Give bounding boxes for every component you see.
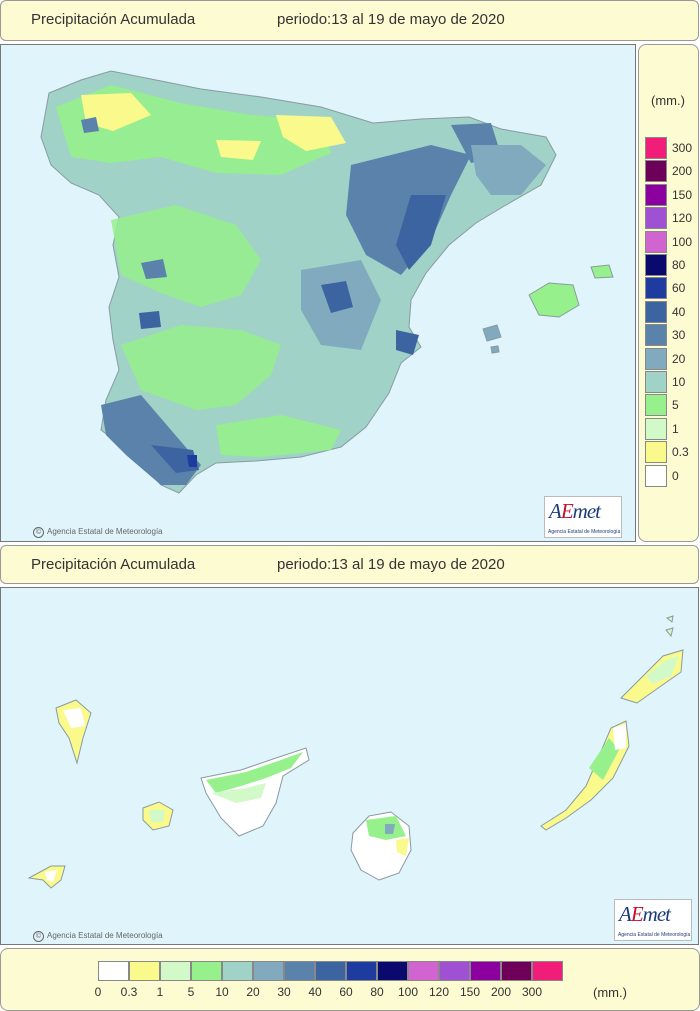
aemet-logo-wordmark: AEmet: [549, 499, 601, 523]
legend-label: 300: [672, 141, 693, 155]
legend-swatch: [645, 464, 667, 487]
legend-label: 120: [428, 985, 450, 999]
legend-label: 30: [277, 985, 291, 999]
vertical-legend: (mm.) 0 0.3 1 5 10 20 30 40 60 80 100 120 150 200 300: [638, 44, 699, 542]
legend-label: 0.3: [672, 445, 689, 460]
legend-label: 10: [672, 375, 686, 389]
legend-label: 0: [94, 985, 102, 999]
legend-label: 5: [672, 398, 679, 413]
legend-swatch: [645, 137, 667, 159]
legend-label: 80: [370, 985, 384, 999]
legend-label: 30: [672, 328, 686, 343]
legend-swatch: [645, 347, 667, 370]
peninsula-map-graphic: [40, 70, 614, 494]
legend-swatch: [98, 961, 129, 981]
vertical-legend-unit: (mm.): [651, 93, 685, 108]
canary-islands-map: © Agencia Estatal de Meteorología AEmet A…: [0, 587, 699, 945]
legend-swatch: [408, 961, 439, 981]
canary-islands-map-graphic: [27, 615, 684, 889]
legend-label: 20: [246, 985, 260, 999]
legend-swatch: [645, 394, 667, 417]
top-map-period: periodo:13 al 19 de mayo de 2020: [277, 11, 505, 28]
legend-label: 0: [672, 468, 679, 483]
legend-swatch: [532, 961, 563, 981]
legend-swatch: [645, 441, 667, 464]
legend-label: 200: [490, 985, 512, 999]
legend-label: 100: [672, 234, 693, 249]
legend-label: 40: [672, 304, 686, 319]
legend-label: 40: [308, 985, 322, 999]
legend-swatch: [645, 324, 667, 347]
legend-swatch: [470, 961, 501, 981]
legend-label: 5: [187, 985, 195, 999]
legend-swatch: [645, 160, 667, 183]
aemet-logo-bottom: AEmet Agencia Estatal de Meteorología: [614, 899, 692, 941]
bottom-map-title: Precipitación Acumulada: [31, 556, 196, 573]
legend-swatch: [645, 207, 667, 230]
top-title-bar: Precipitación Acumulada periodo:13 al 19…: [0, 0, 699, 41]
legend-swatch: [645, 230, 667, 253]
legend-swatch: [222, 961, 253, 981]
legend-swatch: [501, 961, 532, 981]
legend-label: 10: [215, 985, 229, 999]
legend-swatch: [129, 961, 160, 981]
legend-label: 300: [521, 985, 543, 999]
legend-swatch: [645, 300, 667, 323]
legend-swatch: [315, 961, 346, 981]
mallorca: [528, 282, 580, 318]
legend-swatch: [645, 371, 667, 393]
legend-swatch: [284, 961, 315, 981]
legend-label: 200: [672, 164, 693, 179]
bottom-map-period: periodo:13 al 19 de mayo de 2020: [277, 556, 505, 573]
legend-swatch: [439, 961, 470, 981]
legend-swatch: [191, 961, 222, 981]
legend-swatch: [645, 277, 667, 300]
legend-label: 60: [672, 281, 686, 296]
menorca: [590, 264, 614, 279]
legend-label: 120: [672, 211, 693, 226]
ibiza: [482, 324, 502, 342]
peninsula-map: © Agencia Estatal de Meteorología AEmet A…: [0, 44, 636, 542]
legend-swatch: [253, 961, 284, 981]
horizontal-legend-unit: (mm.): [593, 985, 627, 1000]
bottom-title-bar: Precipitación Acumulada periodo:13 al 19…: [0, 545, 699, 584]
top-map-title: Precipitación Acumulada: [31, 11, 196, 28]
legend-label: 150: [672, 187, 693, 202]
legend-swatch: [377, 961, 408, 981]
aemet-logo-wordmark: AEmet: [619, 902, 671, 926]
legend-swatch: [160, 961, 191, 981]
legend-label: 1: [156, 985, 164, 999]
legend-label: 80: [672, 258, 686, 272]
legend-label: 150: [459, 985, 481, 999]
copyright-icon: ©: [33, 931, 44, 942]
horizontal-legend: 0 0.3 1 5 10 20 30 40 60 80 100 120 150 200 300 (mm.): [0, 948, 700, 1011]
legend-label: 0.3: [120, 985, 138, 999]
legend-swatch: [645, 183, 667, 206]
legend-label: 20: [672, 351, 686, 366]
legend-label: 60: [339, 985, 353, 999]
legend-swatch: [645, 417, 667, 440]
legend-label: 100: [397, 985, 419, 999]
legend-swatch: [346, 961, 377, 981]
aemet-logo-top: AEmet Agencia Estatal de Meteorología: [544, 496, 622, 538]
copyright-icon: ©: [33, 527, 44, 538]
bottom-map-credit: © Agencia Estatal de Meteorología: [33, 931, 163, 942]
legend-swatch: [645, 254, 667, 276]
top-map-credit: © Agencia Estatal de Meteorología: [33, 527, 163, 538]
legend-label: 1: [672, 421, 679, 436]
